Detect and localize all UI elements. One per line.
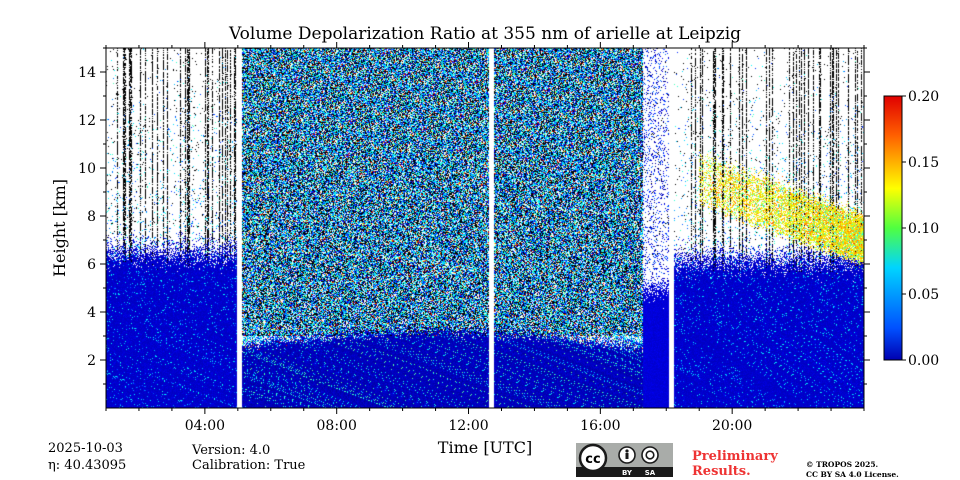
- plot-frame: [105, 47, 865, 409]
- preliminary-line-2: Results.: [692, 464, 751, 479]
- cc-by-sa-badge: cc BY SA: [576, 443, 673, 477]
- x-tick-label: 16:00: [580, 418, 620, 434]
- calibration-label: Calibration: True: [192, 458, 306, 473]
- y-tick-label: 10: [78, 161, 96, 177]
- colorbar-tick-label: 0.10: [908, 221, 939, 237]
- y-tick-label: 14: [78, 65, 96, 81]
- colorbar-tick-label: 0.15: [908, 155, 939, 171]
- y-tick-label: 4: [87, 305, 96, 321]
- depolarization-heatmap: [106, 48, 864, 408]
- preliminary-notice: Preliminary Results.: [692, 449, 778, 479]
- copyright-line-2: CC BY SA 4.0 License.: [806, 470, 899, 479]
- y-tick-label: 8: [87, 209, 96, 225]
- x-tick-label: 20:00: [712, 418, 752, 434]
- colorbar: 0.00 0.05 0.10 0.15 0.20: [883, 89, 939, 369]
- sa-share-icon: [641, 446, 659, 464]
- colorbar-scale: [883, 95, 903, 361]
- cc-badge-strip: [576, 467, 673, 477]
- colorbar-tick-label: 0.20: [908, 89, 939, 105]
- preliminary-line-1: Preliminary: [692, 449, 778, 464]
- plot-area: [105, 47, 865, 409]
- cc-icon-text: cc: [585, 452, 600, 467]
- by-label: BY: [622, 469, 633, 477]
- y-axis-label: Height [km]: [50, 179, 69, 277]
- x-tick-label: 08:00: [317, 418, 357, 434]
- x-axis: 04:00 08:00 12:00 16:00 20:00: [105, 42, 865, 434]
- y-tick-label: 12: [78, 113, 96, 129]
- y-tick-label: 2: [87, 353, 96, 369]
- chart-title: Volume Depolarization Ratio at 355 nm of…: [228, 24, 742, 44]
- colorbar-ticks: 0.00 0.05 0.10 0.15 0.20: [902, 89, 939, 369]
- cc-icon: [578, 443, 608, 473]
- x-tick-label: 12:00: [448, 418, 488, 434]
- colorbar-tick-label: 0.00: [908, 353, 939, 369]
- date-label: 2025-10-03: [48, 441, 123, 456]
- colorbar-tick-label: 0.05: [908, 287, 939, 303]
- sa-label: SA: [645, 469, 656, 477]
- y-tick-label: 6: [87, 257, 96, 273]
- version-label: Version: 4.0: [192, 443, 271, 458]
- eta-label: η: 40.43095: [48, 458, 127, 473]
- x-tick-label: 04:00: [185, 418, 225, 434]
- copyright-notice: © TROPOS 2025. CC BY SA 4.0 License.: [806, 460, 899, 480]
- x-axis-label: Time [UTC]: [438, 438, 532, 457]
- y-axis: 2 4 6 8 10 12 14: [78, 47, 870, 385]
- copyright-line-1: © TROPOS 2025.: [806, 460, 879, 469]
